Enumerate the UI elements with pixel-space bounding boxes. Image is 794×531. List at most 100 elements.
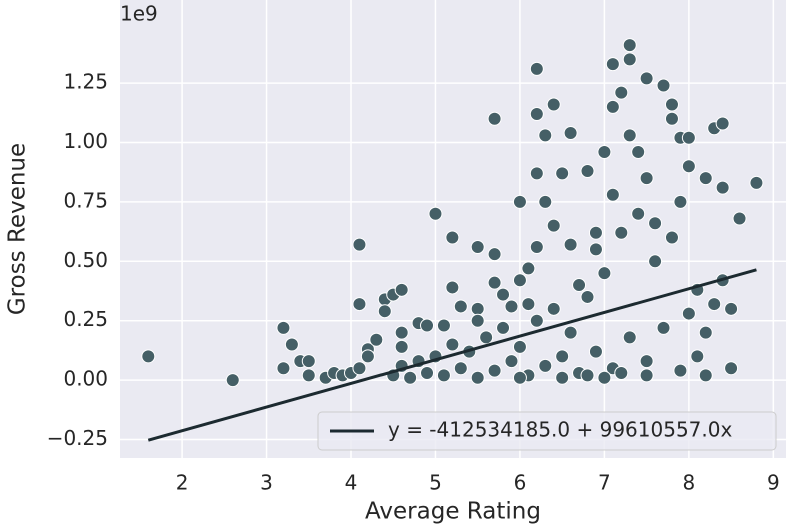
point xyxy=(403,370,418,385)
point xyxy=(394,325,409,340)
plot-area xyxy=(120,0,786,458)
point xyxy=(369,332,384,347)
y-offset-label: 1e9 xyxy=(120,2,158,26)
point xyxy=(656,78,671,93)
x-tick-label: 9 xyxy=(767,471,780,495)
point xyxy=(588,242,603,257)
point xyxy=(622,38,637,53)
y-tick-label: 0.75 xyxy=(63,188,108,212)
point xyxy=(622,52,637,67)
point xyxy=(496,287,511,302)
point xyxy=(470,313,485,328)
point xyxy=(538,358,553,373)
y-tick-label: 1.25 xyxy=(63,70,108,94)
point xyxy=(724,361,739,376)
point xyxy=(352,361,367,376)
point xyxy=(529,166,544,181)
point xyxy=(698,171,713,186)
point xyxy=(377,304,392,319)
point xyxy=(597,145,612,160)
point xyxy=(648,216,663,231)
point xyxy=(580,289,595,304)
x-tick-label: 8 xyxy=(682,471,695,495)
point xyxy=(698,368,713,383)
point xyxy=(546,97,561,112)
point xyxy=(724,301,739,316)
point xyxy=(588,344,603,359)
point xyxy=(614,85,629,100)
point xyxy=(572,278,587,293)
y-axis-label: Gross Revenue xyxy=(5,143,31,315)
point xyxy=(445,337,460,352)
point xyxy=(749,175,764,190)
point xyxy=(420,365,435,380)
point xyxy=(605,187,620,202)
x-tick-label: 4 xyxy=(345,471,358,495)
point xyxy=(360,349,375,364)
legend-box xyxy=(317,411,777,451)
point xyxy=(614,225,629,240)
point xyxy=(588,225,603,240)
point xyxy=(529,313,544,328)
point xyxy=(301,354,316,369)
point xyxy=(631,206,646,221)
point xyxy=(479,330,494,345)
point xyxy=(470,301,485,316)
x-tick-label: 6 xyxy=(514,471,527,495)
point xyxy=(546,218,561,233)
point xyxy=(504,354,519,369)
point xyxy=(512,339,527,354)
point xyxy=(301,368,316,383)
point xyxy=(529,61,544,76)
point xyxy=(141,349,156,364)
point xyxy=(529,240,544,255)
point xyxy=(352,237,367,252)
point xyxy=(563,237,578,252)
point xyxy=(681,306,696,321)
regression-line xyxy=(147,268,757,442)
point xyxy=(538,194,553,209)
point xyxy=(715,180,730,195)
point xyxy=(673,363,688,378)
point xyxy=(580,164,595,179)
y-tick-label: 0.00 xyxy=(63,367,108,391)
point xyxy=(639,368,654,383)
point xyxy=(715,116,730,131)
point xyxy=(631,145,646,160)
y-tick-label: 0.50 xyxy=(63,248,108,272)
point xyxy=(673,194,688,209)
point xyxy=(470,240,485,255)
point xyxy=(487,111,502,126)
point xyxy=(445,230,460,245)
point xyxy=(563,126,578,141)
point xyxy=(563,325,578,340)
point xyxy=(648,254,663,269)
point xyxy=(605,57,620,72)
point xyxy=(428,206,443,221)
point xyxy=(597,266,612,281)
y-tick-label: −0.25 xyxy=(47,426,108,450)
point xyxy=(656,320,671,335)
point xyxy=(453,361,468,376)
point xyxy=(614,365,629,380)
point xyxy=(436,318,451,333)
y-tick-label: 0.25 xyxy=(63,307,108,331)
point xyxy=(555,349,570,364)
point xyxy=(555,166,570,181)
point xyxy=(555,370,570,385)
point xyxy=(597,370,612,385)
point xyxy=(546,301,561,316)
point xyxy=(487,363,502,378)
point xyxy=(605,99,620,114)
point xyxy=(639,354,654,369)
x-tick-label: 3 xyxy=(260,471,273,495)
legend: y = -412534185.0 + 99610557.0x xyxy=(317,411,777,451)
point xyxy=(512,370,527,385)
point xyxy=(445,280,460,295)
point xyxy=(521,261,536,276)
point xyxy=(352,297,367,312)
point xyxy=(512,194,527,209)
point xyxy=(504,299,519,314)
point xyxy=(420,318,435,333)
